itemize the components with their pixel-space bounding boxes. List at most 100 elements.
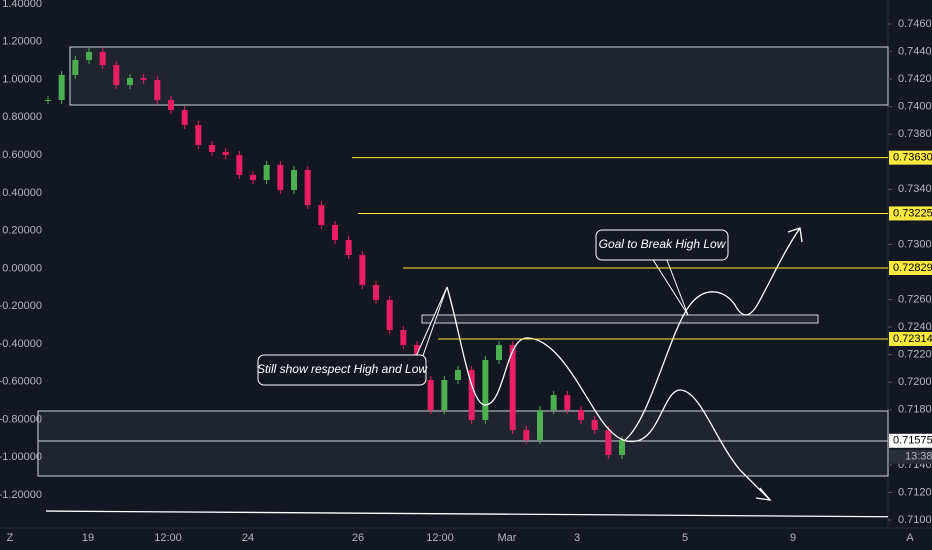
candle-body <box>86 51 92 60</box>
zone-box <box>421 314 819 324</box>
candle-body <box>509 345 516 431</box>
x-tick-label: 12:00 <box>426 532 454 544</box>
candle-body <box>99 51 106 66</box>
candle-body <box>209 144 215 152</box>
candle-body <box>578 410 584 420</box>
candle-body <box>140 78 147 80</box>
callout-box <box>595 229 729 261</box>
candle-body <box>277 164 284 191</box>
candle-body <box>318 205 325 226</box>
candle-body <box>291 170 297 191</box>
candle-body <box>127 78 133 86</box>
y-tick-label: -0.40000 <box>0 338 42 350</box>
candle-body <box>154 79 161 101</box>
candle-body <box>359 255 366 285</box>
annotation: Still show respect High and Low <box>257 362 428 376</box>
y-tick-label: 0.20000 <box>2 225 42 237</box>
level-tag <box>889 206 932 221</box>
countdown: 13:38 <box>905 451 932 463</box>
x-tick-label: 26 <box>352 532 364 544</box>
callout-pointer <box>649 254 689 316</box>
y-tick-label: 0.60000 <box>2 149 42 161</box>
x-tick-label: 9 <box>790 532 796 544</box>
level-tag <box>889 150 932 165</box>
candle-body <box>468 369 475 420</box>
level-label: 0.72314 <box>893 333 932 345</box>
candle-body <box>45 100 51 102</box>
candle-body <box>72 59 79 75</box>
candle-body <box>222 151 229 156</box>
y-tick-label: 0.40000 <box>2 187 42 199</box>
candle-body <box>263 164 270 180</box>
y-tick-label: 0.80000 <box>2 111 42 123</box>
level-label: 0.72829 <box>893 262 932 274</box>
candle-body <box>236 155 243 176</box>
x-tick-label: Mar <box>498 532 517 544</box>
candle-body <box>427 380 434 411</box>
candle-body <box>113 65 120 86</box>
x-tick-label: 12:00 <box>154 532 182 544</box>
x-tick-label: 3 <box>574 532 580 544</box>
level-label: 0.73630 <box>893 152 932 164</box>
candle-body <box>332 225 338 241</box>
level-label: 0.73225 <box>893 207 932 219</box>
y-tick-label: -1.20000 <box>0 489 42 501</box>
y-tick-label: -0.80000 <box>0 413 42 425</box>
candle-body <box>441 380 448 411</box>
y-tick-label: 1.20000 <box>2 36 42 48</box>
candle-body <box>181 109 188 125</box>
level-tag <box>889 331 932 346</box>
y-tick-label: -1.00000 <box>0 451 42 463</box>
y2-tick-label: 0.71000 <box>898 514 932 526</box>
candle-body <box>496 345 502 361</box>
candle-body <box>250 175 256 180</box>
x-tick-label: 19 <box>82 532 94 544</box>
candle-body <box>345 240 352 256</box>
candle-body <box>619 439 625 455</box>
indicator-line <box>45 510 889 518</box>
callout-pointer <box>409 286 448 371</box>
corner-label[interactable]: Z <box>7 532 14 544</box>
last-price-label: 0.71575 <box>893 435 932 447</box>
candle-body <box>400 330 407 346</box>
candle-body <box>482 360 489 420</box>
y-tick-label: 1.40000 <box>2 0 42 10</box>
candle-body <box>537 410 543 440</box>
x-tick-label: 5 <box>682 532 688 544</box>
candle-body <box>605 430 612 455</box>
annotation: Goal to Break High Low <box>599 237 727 251</box>
callout-box <box>257 354 427 386</box>
candle-body <box>591 419 598 431</box>
zone-box <box>37 410 889 477</box>
candle-body <box>564 395 571 411</box>
y-tick-label: -0.20000 <box>0 300 42 312</box>
candle-body <box>373 284 379 300</box>
last-price-tag <box>889 433 932 448</box>
arrow-head <box>787 227 803 243</box>
y-tick-label: -0.60000 <box>0 376 42 388</box>
candle-body <box>386 299 393 331</box>
projection-curve <box>446 286 771 501</box>
candle-body <box>58 74 65 101</box>
y-tick-label: 1.00000 <box>2 73 42 85</box>
projection-curve <box>624 227 801 441</box>
candle-body <box>550 395 557 411</box>
level-tag <box>889 261 932 276</box>
x-tick-label: 24 <box>242 532 254 544</box>
candle-body <box>455 369 461 381</box>
corner-label[interactable]: A <box>906 532 914 544</box>
